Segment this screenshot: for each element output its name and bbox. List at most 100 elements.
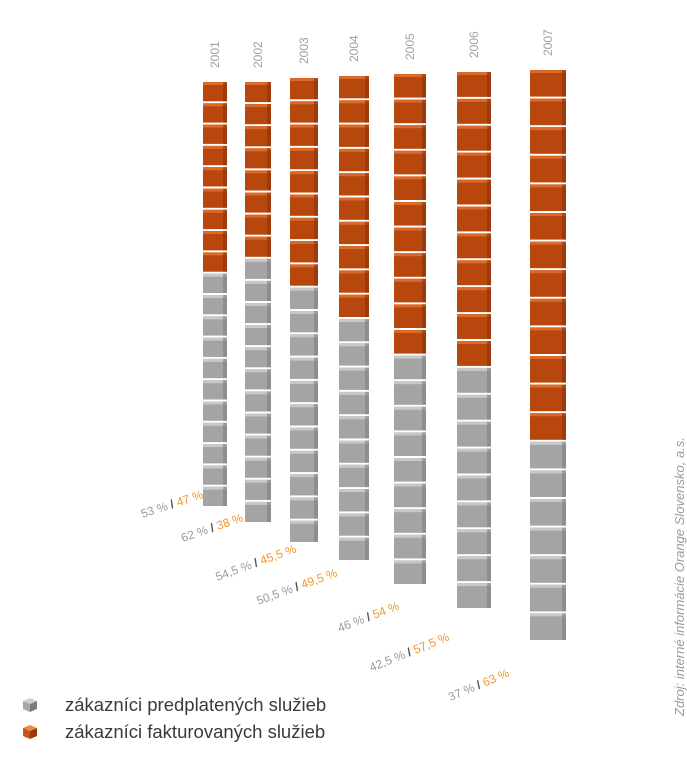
column-2002 — [245, 82, 271, 522]
cube-prepaid-2004 — [339, 440, 369, 463]
cube-postpaid-2002 — [245, 126, 271, 147]
cube-prepaid-2005 — [394, 560, 426, 584]
cube-prepaid-2002 — [245, 325, 271, 346]
cube-prepaid-2006 — [457, 583, 491, 608]
cube-postpaid-2006 — [457, 152, 491, 178]
cube-postpaid-2001 — [203, 103, 227, 123]
cube-postpaid-2006 — [457, 125, 491, 151]
cube-prepaid-2004 — [339, 513, 369, 536]
cube-postpaid-2006 — [457, 179, 491, 205]
year-label-2007: 2007 — [541, 29, 555, 56]
cube-prepaid-2007 — [530, 470, 566, 497]
cube-postpaid-2001 — [203, 188, 227, 208]
cube-prepaid-2001 — [203, 337, 227, 357]
cube-postpaid-2003 — [290, 241, 318, 263]
cube-postpaid-2006 — [457, 260, 491, 286]
legend-label-postpaid: zákazníci fakturovaných služieb — [65, 721, 326, 742]
cube-postpaid-2007 — [530, 356, 566, 383]
cube-postpaid-2007 — [530, 327, 566, 354]
postpaid-share-2002: 38 % — [215, 510, 246, 532]
stacked-cube-chart: 2001 2002 2003 2004 2005 2006 2007 53 % / 47 %… — [139, 29, 566, 700]
cube-prepaid-2001 — [203, 486, 227, 506]
postpaid-share-2001: 47 % — [175, 487, 206, 509]
cube-prepaid-2002 — [245, 280, 271, 301]
cube-prepaid-2002 — [245, 369, 271, 390]
postpaid-share-2003: 45,5 % — [258, 542, 298, 568]
prepaid-share-2001: 53 % — [139, 498, 173, 521]
cube-postpaid-2003 — [290, 147, 318, 170]
postpaid-share-2007: 63 % — [481, 666, 512, 690]
percent-label-2005: 46 % / 54 % — [336, 599, 402, 635]
legend-label-prepaid: zákazníci predplatených služieb — [65, 694, 327, 715]
column-2005 — [394, 74, 426, 584]
cube-prepaid-2003 — [290, 520, 318, 542]
cube-prepaid-2007 — [530, 556, 566, 583]
year-labels-layer: 2001 2002 2003 2004 2005 2006 2007 — [208, 29, 555, 68]
cube-postpaid-2001 — [203, 124, 227, 144]
cube-postpaid-2004 — [339, 100, 369, 123]
cube-postpaid-2001 — [203, 209, 227, 230]
cube-prepaid-2006 — [457, 367, 491, 393]
year-label-2004: 2004 — [347, 35, 361, 62]
postpaid-share-2004: 49,5 % — [299, 566, 339, 592]
cube-postpaid-2003 — [290, 264, 318, 286]
cube-prepaid-2006 — [457, 448, 491, 474]
cube-postpaid-2007 — [530, 270, 566, 297]
cube-postpaid-2004 — [339, 124, 369, 147]
prepaid-share-2004: 50,5 % — [255, 581, 298, 608]
cube-prepaid-2005 — [394, 458, 426, 482]
cube-prepaid-2004 — [339, 416, 369, 439]
cube-postpaid-2007 — [530, 98, 566, 126]
cube-postpaid-2004 — [339, 294, 369, 317]
cube-postpaid-2007 — [530, 184, 566, 211]
cube-prepaid-2002 — [245, 501, 271, 522]
cube-prepaid-2005 — [394, 355, 426, 380]
cube-postpaid-2005 — [394, 330, 426, 354]
source-note: Zdroj: interné informácie Orange Slovens… — [672, 437, 687, 716]
cube-prepaid-2001 — [203, 295, 227, 315]
cube-postpaid-2007 — [530, 241, 566, 269]
percent-label-2001: 53 % / 47 % — [139, 487, 205, 520]
cube-prepaid-2004 — [339, 537, 369, 560]
cube-prepaid-2004 — [339, 367, 369, 390]
cube-postpaid-2004 — [339, 221, 369, 245]
legend-item-postpaid: zákazníci fakturovaných služieb — [22, 720, 442, 744]
cube-prepaid-2002 — [245, 391, 271, 412]
cube-prepaid-2001 — [203, 422, 227, 443]
cube-prepaid-2001 — [203, 273, 227, 293]
cube-postpaid-2001 — [203, 252, 227, 272]
cube-prepaid-2004 — [339, 464, 369, 488]
orange-cube-icon — [23, 725, 37, 739]
prepaid-share-2003: 54,5 % — [214, 557, 257, 584]
cube-prepaid-2003 — [290, 334, 318, 356]
cube-postpaid-2003 — [290, 171, 318, 193]
prepaid-share-2006: 42,5 % — [367, 646, 410, 674]
percent-label-2003: 54,5 % / 45,5 % — [214, 542, 299, 584]
cube-prepaid-2005 — [394, 534, 426, 559]
cube-postpaid-2006 — [457, 314, 491, 339]
cube-prepaid-2007 — [530, 441, 566, 469]
cube-prepaid-2002 — [245, 258, 271, 279]
cube-postpaid-2005 — [394, 150, 426, 175]
cube-prepaid-2003 — [290, 404, 318, 426]
cube-prepaid-2001 — [203, 401, 227, 421]
cube-postpaid-2005 — [394, 176, 426, 200]
cube-postpaid-2004 — [339, 197, 369, 220]
cube-postpaid-2007 — [530, 413, 566, 440]
percentage-labels-layer: 53 % / 47 %62 % / 38 %54,5 % / 45,5 %50,… — [139, 487, 511, 700]
percent-label-2006: 42,5 % / 57,5 % — [367, 630, 451, 675]
cube-prepaid-2002 — [245, 479, 271, 500]
cube-prepaid-2007 — [530, 499, 566, 526]
cube-postpaid-2005 — [394, 202, 426, 226]
year-label-2005: 2005 — [403, 33, 417, 60]
cube-postpaid-2003 — [290, 101, 318, 123]
cube-prepaid-2004 — [339, 391, 369, 415]
cube-postpaid-2003 — [290, 194, 318, 216]
column-2003 — [290, 78, 318, 542]
cube-postpaid-2002 — [245, 170, 271, 191]
cube-postpaid-2007 — [530, 213, 566, 240]
cube-postpaid-2007 — [530, 155, 566, 183]
column-2001 — [203, 82, 227, 506]
cube-prepaid-2003 — [290, 357, 318, 379]
cube-postpaid-2004 — [339, 173, 369, 196]
